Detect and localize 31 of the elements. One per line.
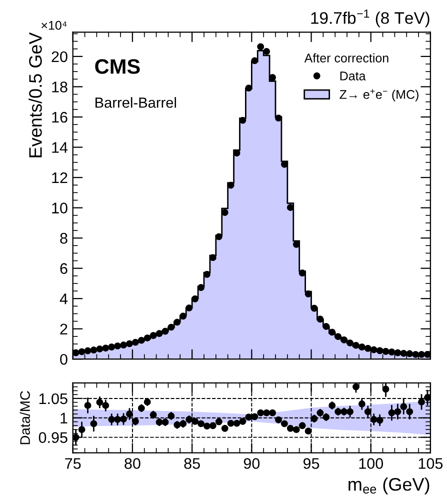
y-tick-label: 10: [52, 202, 68, 214]
y-tick-label: 1: [60, 412, 68, 424]
x-tick-label: 75: [65, 458, 81, 469]
y-tick-label: 4: [60, 294, 68, 304]
y-tick-label: 2: [60, 324, 68, 334]
text: ×10⁴: [42, 20, 67, 30]
x-axis-title: m$_{ee}$ (GeV): [348, 478, 430, 494]
y-tick-label: 8: [60, 232, 68, 244]
annotation: Barrel-Barrel: [96, 97, 176, 108]
y-tick-label: 14: [52, 142, 68, 153]
y-tick-label: 18: [52, 82, 68, 92]
y-tick-label: 12: [52, 172, 68, 184]
legend-title: After correction: [304, 53, 388, 62]
y-axis-title: Data/MC: [20, 391, 30, 444]
y-tick-label: 6: [60, 263, 68, 274]
y-tick-label: 1.05: [39, 393, 68, 404]
x-tick-label: 100: [359, 458, 384, 469]
y-tick-label: 0: [60, 354, 68, 365]
legend-label: Data: [340, 72, 366, 80]
y-axis-title: Events/0.5 GeV: [28, 32, 42, 158]
y-tick-label: 0.95: [38, 432, 68, 443]
annotation: CMS: [95, 59, 140, 74]
y-tick-label: 16: [52, 112, 68, 123]
x-tick-label: 85: [184, 458, 200, 469]
legend-label: Z→ e$^{+}$e$^{−}$ (MC): [340, 89, 418, 102]
x-tick-label: 95: [303, 458, 320, 469]
chart-title: 19.7fb$^{−1}$ (8 TeV): [311, 10, 430, 28]
x-tick-label: 105: [418, 458, 443, 469]
y-tick-label: 20: [52, 51, 68, 62]
x-tick-label: 90: [244, 458, 260, 469]
x-tick-label: 80: [124, 458, 140, 469]
